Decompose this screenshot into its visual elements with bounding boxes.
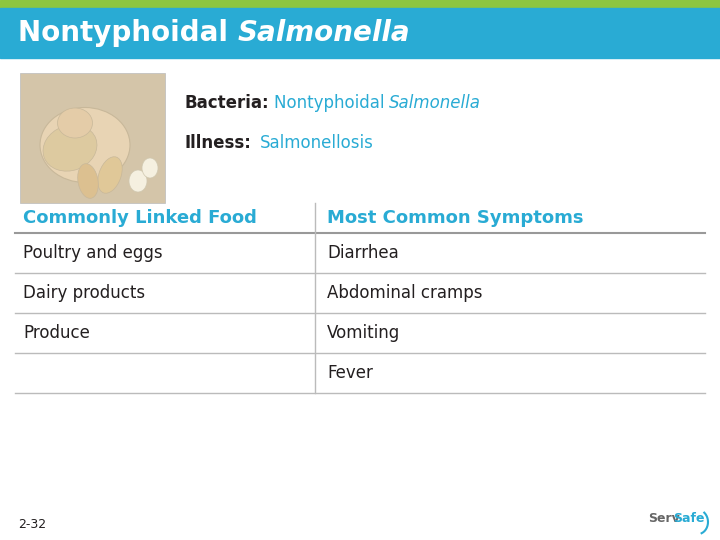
Bar <box>0 58 720 540</box>
Text: Most Common Symptoms: Most Common Symptoms <box>327 209 583 227</box>
Text: Nontyphoidal: Nontyphoidal <box>18 19 238 47</box>
Text: Illness:: Illness: <box>185 134 252 152</box>
Text: Bacteria:: Bacteria: <box>185 94 269 112</box>
Text: Salmonella: Salmonella <box>238 19 410 47</box>
Bar <box>0 0 720 8</box>
Text: Poultry and eggs: Poultry and eggs <box>23 244 163 262</box>
Text: Commonly Linked Food: Commonly Linked Food <box>23 209 257 227</box>
Ellipse shape <box>43 125 97 171</box>
Bar <box>20 73 165 203</box>
Text: Vomiting: Vomiting <box>327 324 400 342</box>
Text: Diarrhea: Diarrhea <box>327 244 399 262</box>
Text: Safe: Safe <box>673 511 704 524</box>
Text: Nontyphoidal: Nontyphoidal <box>274 94 390 112</box>
Ellipse shape <box>78 164 99 198</box>
Bar <box>0 8 720 58</box>
Text: Salmonellosis: Salmonellosis <box>260 134 374 152</box>
Text: Dairy products: Dairy products <box>23 284 145 302</box>
Ellipse shape <box>58 108 92 138</box>
Text: Fever: Fever <box>327 364 373 382</box>
Text: Abdominal cramps: Abdominal cramps <box>327 284 482 302</box>
Text: 2-32: 2-32 <box>18 517 46 530</box>
Text: Produce: Produce <box>23 324 90 342</box>
Ellipse shape <box>129 170 147 192</box>
Ellipse shape <box>40 107 130 183</box>
Ellipse shape <box>98 157 122 193</box>
Text: Salmonella: Salmonella <box>390 94 482 112</box>
Text: Serv: Serv <box>648 511 680 524</box>
Ellipse shape <box>142 158 158 178</box>
